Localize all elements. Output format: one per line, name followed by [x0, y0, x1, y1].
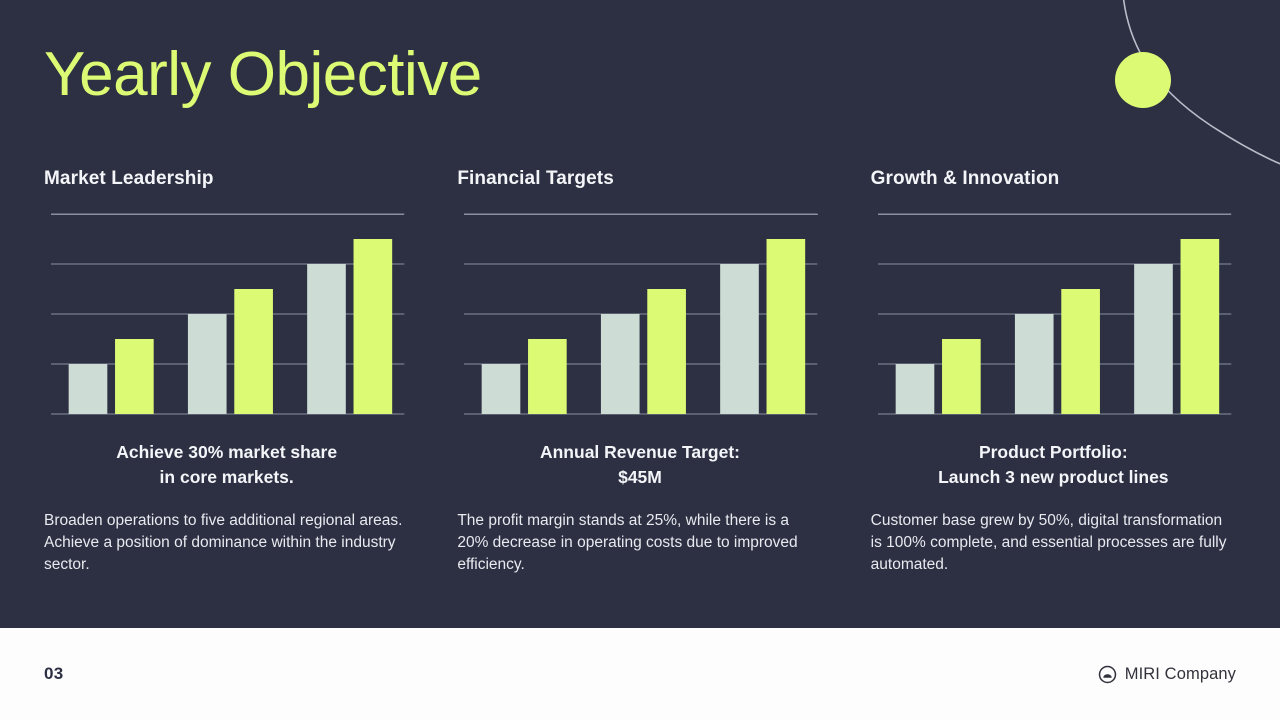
column-headline: Annual Revenue Target: $45M — [457, 440, 822, 490]
page-title: Yearly Objective — [44, 40, 482, 109]
column-financial-targets: Financial Targets — [457, 168, 822, 576]
column-market-leadership: Market Leadership — [44, 168, 409, 576]
bar-baseline-3 — [1133, 264, 1173, 414]
bar-baseline-2 — [1014, 314, 1054, 414]
chart-bars — [68, 239, 393, 414]
headline-line-2: $45M — [618, 466, 662, 487]
bar-baseline-1 — [895, 364, 934, 414]
slide-footer: 03 MIRI Company — [0, 628, 1280, 720]
curved-line-arc — [1122, 0, 1280, 165]
bar-target-1 — [528, 339, 568, 414]
brand-name: MIRI Company — [1124, 664, 1236, 683]
bar-target-3 — [353, 239, 393, 414]
page-number: 03 — [44, 664, 64, 683]
column-heading: Growth & Innovation — [870, 168, 1060, 189]
column-body-text: Broaden operations to five additional re… — [44, 511, 403, 573]
brand-logo: MIRI Company — [1098, 665, 1236, 684]
bar-baseline-1 — [481, 364, 521, 414]
bar-target-1 — [941, 339, 981, 414]
chart-bars — [481, 239, 806, 414]
bar-target-1 — [115, 339, 154, 414]
bar-chart-market-leadership — [51, 214, 404, 414]
column-headline: Product Portfolio: Launch 3 new product … — [871, 440, 1236, 490]
column-headline: Achieve 30% market share in core markets… — [44, 440, 409, 490]
top-right-decoration — [1080, 0, 1280, 190]
bar-chart-growth-innovation — [878, 214, 1231, 414]
chart-bars — [895, 239, 1219, 414]
headline-line-2: Launch 3 new product lines — [938, 466, 1169, 487]
headline-line-2: in core markets. — [159, 466, 294, 487]
bar-baseline-1 — [68, 364, 108, 414]
bar-baseline-2 — [601, 314, 640, 414]
bar-baseline-2 — [187, 314, 227, 414]
miri-circle-arch-logo — [1098, 665, 1117, 683]
bar-target-2 — [647, 289, 687, 414]
column-body-text: The profit margin stands at 25%, while t… — [457, 511, 798, 573]
bar-baseline-3 — [307, 264, 346, 414]
lime-circle-dot — [1115, 52, 1171, 108]
headline-line-1: Annual Revenue Target: — [539, 442, 740, 462]
column-heading: Financial Targets — [457, 168, 614, 189]
headline-line-1: Achieve 30% market share — [116, 442, 338, 462]
column-body-text: Customer base grew by 50%, digital trans… — [870, 511, 1227, 573]
bar-baseline-3 — [720, 264, 760, 414]
headline-line-1: Product Portfolio: — [978, 442, 1128, 462]
bar-target-3 — [766, 239, 806, 414]
bar-target-2 — [1060, 289, 1100, 414]
column-growth-innovation: Growth & Innovation — [871, 168, 1236, 576]
bar-chart-financial-targets — [464, 214, 817, 414]
bar-target-2 — [234, 289, 273, 414]
bar-target-3 — [1180, 239, 1219, 414]
columns-container: Market Leadership — [0, 168, 1280, 576]
column-heading: Market Leadership — [44, 168, 214, 189]
